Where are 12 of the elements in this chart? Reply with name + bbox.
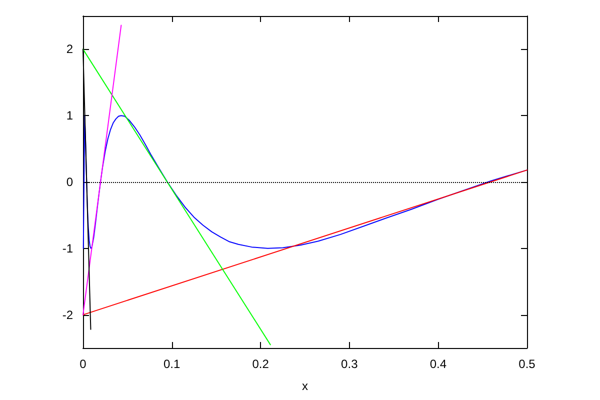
x-tick-label: 0.4	[430, 357, 447, 371]
y-tick-label: 2	[66, 42, 74, 56]
x-tick-label: 0.2	[252, 357, 270, 371]
y-tick-label: 0	[66, 175, 74, 189]
y-tick-label: -1	[62, 241, 74, 256]
x-tick-label: 0	[80, 357, 87, 371]
x-tick-label: 0.1	[163, 357, 180, 371]
x-axis-title: x	[302, 379, 308, 393]
x-tick-label: 0.5	[518, 357, 536, 371]
y-tick-label: -2	[62, 308, 74, 322]
x-tick-label: 0.3	[341, 357, 358, 371]
y-tick-label: 1	[66, 108, 74, 123]
